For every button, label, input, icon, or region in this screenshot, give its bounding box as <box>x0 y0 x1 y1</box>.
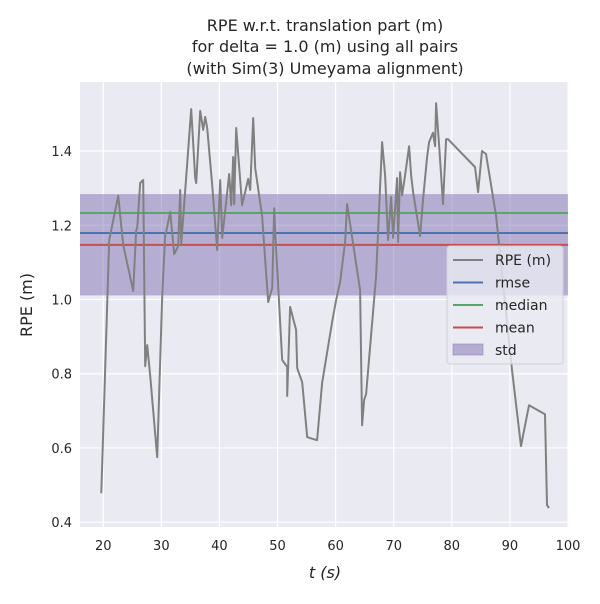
x-tick-label: 50 <box>269 539 286 554</box>
x-tick-label: 40 <box>211 539 228 554</box>
x-tick-label: 90 <box>502 539 519 554</box>
x-tick-label: 60 <box>327 539 344 554</box>
rpe-series-line <box>100 102 550 509</box>
legend-label: RPE (m) <box>495 253 551 269</box>
x-axis-label: t (s) <box>309 563 341 582</box>
legend-label: rmse <box>495 276 530 292</box>
legend-box <box>446 245 564 365</box>
y-tick-label: 0.4 <box>51 516 72 531</box>
y-tick-label: 0.8 <box>51 368 72 383</box>
title-line-1: RPE w.r.t. translation part (m) <box>207 16 443 35</box>
legend-label: mean <box>495 321 535 337</box>
y-tick-label: 1.0 <box>51 293 72 308</box>
y-axis-label: RPE (m) <box>17 273 36 337</box>
x-tick-label: 30 <box>153 539 170 554</box>
title-line-2: for delta = 1.0 (m) using all pairs <box>192 37 458 56</box>
title-line-3: (with Sim(3) Umeyama alignment) <box>186 59 463 78</box>
legend-swatch-std <box>452 343 484 356</box>
x-tick-label: 80 <box>444 539 461 554</box>
x-tick-label: 20 <box>95 539 112 554</box>
y-tick-label: 1.4 <box>51 145 72 160</box>
legend-label: std <box>495 343 517 359</box>
x-tick-label: 70 <box>385 539 402 554</box>
x-tick-label: 100 <box>556 539 581 554</box>
y-tick-label: 0.6 <box>51 442 72 457</box>
legend-label: median <box>495 298 547 314</box>
y-tick-label: 1.2 <box>51 219 72 234</box>
legend: RPE (m) rmse median mean std <box>446 245 564 365</box>
